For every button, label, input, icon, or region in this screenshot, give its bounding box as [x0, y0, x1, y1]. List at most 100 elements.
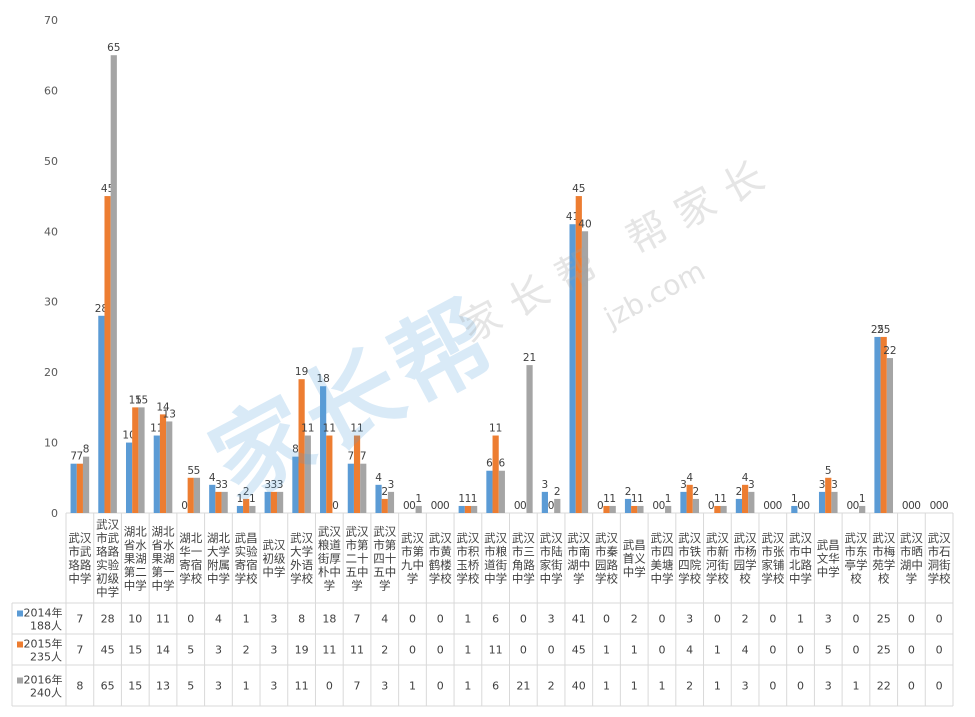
table-cell-value: 0 [769, 644, 776, 657]
table-cell-value: 1 [658, 680, 665, 693]
data-label: 1 [637, 493, 644, 505]
legend-swatch [17, 610, 23, 617]
bar [486, 470, 493, 513]
category-label: 武汉市梅苑学校 [872, 531, 895, 586]
data-label: 1 [791, 493, 798, 505]
bar [825, 477, 832, 513]
data-label: 0 [597, 500, 604, 512]
data-label: 25 [877, 324, 890, 336]
data-label: 3 [271, 479, 278, 491]
bar [720, 505, 727, 513]
bar [125, 442, 133, 513]
category-label: 武昌首义中学 [623, 538, 646, 579]
table-cell-value: 3 [270, 613, 277, 626]
table-cell-value: 4 [381, 613, 388, 626]
data-label: 1 [859, 493, 866, 505]
y-tick-label: 0 [51, 507, 58, 520]
table-cell-value: 40 [572, 680, 586, 693]
table-cell-value: 0 [409, 613, 416, 626]
table-cell-value: 5 [187, 680, 194, 693]
data-label: 65 [107, 42, 120, 54]
data-label: 1 [465, 493, 472, 505]
table-cell-value: 0 [797, 680, 804, 693]
bar [70, 463, 77, 513]
data-label: 2 [693, 486, 700, 498]
legend-label: 2014年 188人 [24, 606, 63, 633]
table-cell-value: 3 [686, 613, 693, 626]
table-cell-value: 11 [350, 644, 364, 657]
data-label: 1 [415, 493, 422, 505]
bar [609, 505, 616, 513]
data-label: 5 [825, 465, 832, 477]
table-cell-value: 3 [270, 680, 277, 693]
data-label: 18 [316, 373, 329, 385]
data-label: 5 [187, 465, 194, 477]
data-label: 2 [554, 486, 561, 498]
table-cell-value: 2 [631, 613, 638, 626]
table-cell-value: 2 [742, 613, 749, 626]
data-label: 0 [942, 500, 949, 512]
bar [791, 505, 798, 513]
table-cell-value: 0 [852, 613, 859, 626]
table-cell-value: 0 [908, 680, 915, 693]
table-cell-value: 4 [742, 644, 749, 657]
category-label: 武昌文华中学 [817, 538, 840, 579]
bar [166, 421, 173, 513]
bar [138, 407, 145, 513]
data-label: 0 [797, 500, 804, 512]
bar [631, 505, 638, 513]
data-label: 7 [70, 451, 77, 463]
data-label: 3 [264, 479, 271, 491]
table-cell-value: 0 [520, 644, 527, 657]
table-cell-value: 41 [572, 613, 586, 626]
bar [735, 498, 743, 513]
category-label: 湖北省水果湖第一中学 [152, 524, 175, 592]
bar [132, 407, 139, 513]
table-cell-value: 1 [464, 613, 471, 626]
bar [249, 505, 256, 513]
bar [415, 505, 422, 513]
data-label: 0 [708, 500, 715, 512]
bar [209, 484, 216, 513]
data-label: 0 [803, 500, 810, 512]
y-tick-label: 40 [44, 225, 58, 238]
bar [624, 498, 632, 513]
data-label: 40 [578, 218, 591, 230]
data-label: 3 [221, 479, 228, 491]
data-label: 0 [652, 500, 659, 512]
category-label: 武汉市新河街学校 [706, 531, 729, 586]
table-cell-value: 0 [908, 644, 915, 657]
bar [575, 196, 582, 514]
bar [714, 505, 721, 513]
bar [381, 498, 388, 513]
data-label: 0 [914, 500, 921, 512]
data-label: 0 [776, 500, 783, 512]
data-label: 0 [659, 500, 666, 512]
data-label: 2 [381, 486, 388, 498]
table-cell-value: 1 [603, 680, 610, 693]
table-cell-value: 4 [686, 644, 693, 657]
table-cell-value: 3 [825, 680, 832, 693]
category-label: 武汉市石洞街学校 [928, 531, 951, 586]
category-label: 武汉市晒湖中学 [900, 531, 923, 586]
bar [581, 231, 589, 514]
data-label: 1 [720, 493, 727, 505]
table-cell-value: 3 [742, 680, 749, 693]
y-tick-label: 20 [44, 366, 58, 379]
table-cell-value: 2 [381, 644, 388, 657]
data-label: 3 [819, 479, 826, 491]
table-cell-value: 0 [936, 680, 943, 693]
bar [276, 491, 284, 513]
bar [193, 477, 201, 513]
data-label: 0 [936, 500, 943, 512]
table-cell-value: 3 [825, 613, 832, 626]
table-cell-value: 0 [852, 644, 859, 657]
table-cell-value: 0 [437, 644, 444, 657]
table-cell-value: 0 [437, 613, 444, 626]
category-label: 武汉市铁四院学校 [678, 531, 701, 586]
data-label: 1 [714, 493, 721, 505]
legend-swatch [17, 641, 23, 648]
bar [554, 498, 561, 513]
table-cell-value: 0 [409, 644, 416, 657]
